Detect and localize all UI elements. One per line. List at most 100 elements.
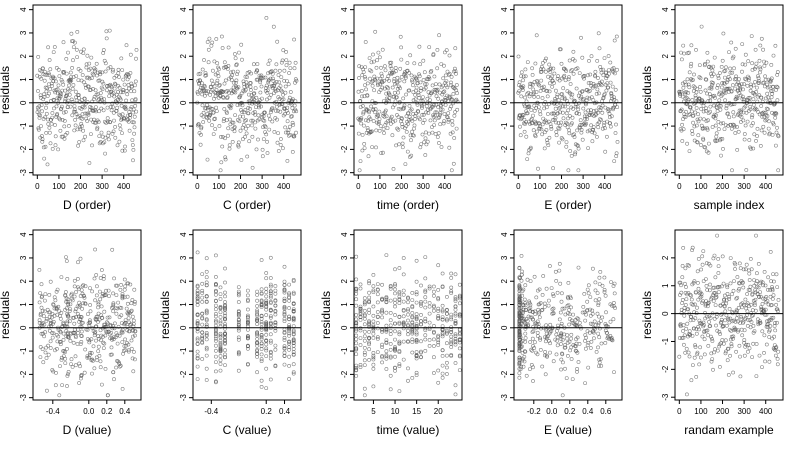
data-point	[761, 81, 765, 86]
data-point	[360, 94, 364, 99]
data-point	[354, 288, 359, 293]
data-point	[120, 68, 125, 73]
data-point	[517, 341, 522, 346]
data-point	[367, 347, 372, 352]
data-point	[518, 275, 523, 280]
data-point	[407, 104, 412, 108]
data-point	[721, 323, 725, 328]
data-point	[116, 300, 121, 305]
data-point	[519, 116, 524, 121]
data-point	[729, 342, 734, 346]
data-point	[401, 320, 406, 325]
data-point	[758, 320, 763, 325]
data-point	[756, 74, 760, 79]
data-point	[569, 332, 574, 337]
data-point	[453, 110, 458, 114]
data-point	[742, 353, 747, 358]
data-point	[255, 341, 260, 346]
data-point	[713, 275, 718, 280]
data-point	[59, 355, 64, 360]
data-point	[57, 393, 62, 398]
data-point	[195, 342, 200, 346]
data-point	[523, 74, 528, 79]
data-point	[245, 334, 250, 338]
y-tick-label: 1	[500, 302, 509, 307]
data-point	[285, 130, 290, 135]
data-point	[753, 297, 758, 302]
data-point	[410, 311, 415, 315]
data-point	[219, 160, 224, 165]
data-point	[357, 168, 362, 173]
data-point	[93, 316, 98, 321]
data-point	[371, 290, 376, 295]
data-point	[105, 116, 110, 121]
y-axis-label: residuals	[479, 291, 493, 339]
data-point	[287, 363, 292, 368]
data-point	[201, 120, 206, 124]
data-point	[557, 126, 562, 131]
data-point	[728, 66, 733, 71]
data-point	[440, 375, 445, 380]
data-point	[56, 83, 61, 88]
data-point	[536, 311, 541, 316]
data-point	[682, 342, 686, 347]
data-point	[768, 287, 772, 292]
data-point	[50, 146, 55, 151]
data-point	[132, 131, 137, 136]
data-point	[102, 341, 107, 346]
data-point	[358, 365, 363, 370]
data-point	[414, 326, 419, 331]
data-point	[560, 393, 565, 398]
data-point	[130, 138, 135, 143]
data-point	[444, 317, 449, 322]
data-point	[423, 288, 428, 293]
data-point	[218, 310, 223, 315]
data-point	[722, 127, 727, 132]
data-point	[244, 131, 249, 136]
data-point	[87, 161, 92, 165]
data-point	[397, 330, 402, 335]
data-point	[704, 283, 709, 288]
data-point	[264, 313, 269, 317]
data-point	[393, 329, 397, 334]
data-point	[406, 111, 411, 116]
data-point	[223, 155, 228, 160]
data-point	[766, 126, 771, 131]
data-point	[521, 318, 526, 323]
data-point	[571, 312, 576, 317]
data-point	[726, 346, 731, 351]
data-point	[273, 108, 278, 113]
data-point	[360, 104, 365, 108]
data-point	[575, 66, 580, 71]
data-point	[567, 307, 572, 312]
data-point	[371, 331, 376, 336]
data-point	[112, 86, 117, 91]
data-point	[531, 310, 535, 314]
data-point	[681, 43, 686, 48]
x-tick-label: 0	[516, 182, 521, 191]
data-point	[375, 83, 380, 87]
data-point	[274, 62, 279, 67]
data-point	[367, 320, 372, 325]
data-point	[543, 58, 548, 63]
data-point	[414, 340, 419, 344]
data-point	[420, 112, 425, 117]
y-axis-label: residuals	[0, 66, 12, 114]
data-point	[131, 147, 136, 152]
data-point	[289, 114, 294, 119]
data-point	[711, 72, 716, 77]
data-point	[567, 58, 572, 63]
data-point	[53, 143, 58, 148]
data-point	[534, 33, 539, 38]
data-point	[275, 39, 280, 44]
data-point	[449, 334, 454, 339]
data-point	[265, 88, 270, 93]
data-point	[358, 310, 363, 315]
data-point	[368, 117, 373, 122]
data-point	[367, 295, 372, 300]
data-point	[703, 303, 708, 308]
data-point	[354, 341, 359, 346]
data-point	[765, 91, 770, 96]
data-point	[287, 339, 292, 344]
data-point	[115, 358, 120, 363]
